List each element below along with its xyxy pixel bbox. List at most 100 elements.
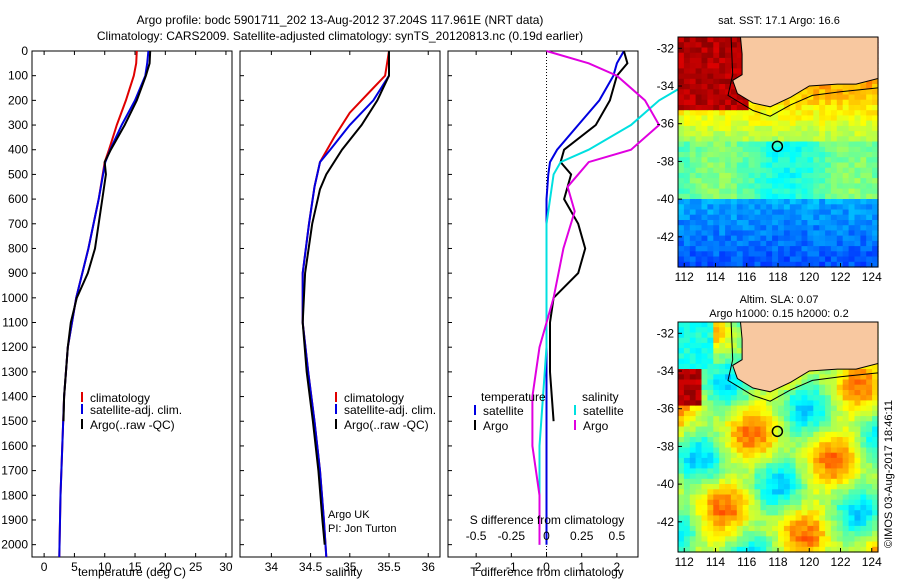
map-cell [825,426,832,433]
map-cell [701,183,708,190]
map-cell [807,251,814,258]
map-cell [719,327,726,333]
map-cell [801,172,808,179]
map-cell [848,546,856,553]
map-cell [760,193,767,200]
map-cell [719,468,726,475]
map-cell [783,494,791,501]
map-cell [719,73,726,80]
map-cell [854,131,861,137]
map-cell [730,405,738,412]
map-cell [713,358,720,365]
map-cell [683,327,691,333]
map-cell [707,225,714,231]
map-cell [736,421,744,428]
map-cell [689,99,697,106]
map-cell [701,463,708,469]
map-cell [836,426,844,433]
map-cell [819,183,826,190]
map-cell [807,421,814,428]
map-cell [848,463,856,469]
map-cell [713,442,720,448]
map-cell [695,421,703,428]
map-cell [795,172,803,179]
map-cell [678,225,685,231]
map-cell [719,452,726,459]
map-cell [689,251,697,258]
map-cell [872,136,879,143]
map-cell [825,431,832,438]
y-tick-label: -36 [657,117,675,131]
map-cell [719,78,726,85]
map-cell [683,520,691,527]
map-cell [813,463,820,469]
map-cell [795,178,803,184]
map-cell [789,431,797,438]
map-cell [760,157,767,163]
map-cell [795,505,803,511]
map-cell [736,541,744,548]
map-cell [830,183,838,190]
map-cell [801,110,808,116]
map-cell [778,531,785,537]
map-cell [860,225,867,231]
map-cell [860,110,867,116]
map-cell [842,463,850,469]
map-cell [713,261,720,268]
map-cell [866,78,873,85]
map-cell [695,57,703,64]
map-cell [813,520,820,527]
map-cell [825,457,832,464]
map-cell [719,473,726,480]
map-cell [836,199,844,205]
map-cell [772,167,779,174]
map-cell [783,400,791,407]
map-cell [825,110,832,116]
map-cell [842,374,850,381]
map-cell [730,84,738,90]
land-mass [732,321,879,393]
map-cell [736,42,744,48]
map-cell [748,152,756,158]
map-cell [689,136,697,143]
map-cell [695,141,703,148]
map-cell [795,240,803,247]
map-cell [695,395,703,401]
map-cell [872,410,879,417]
map-cell [807,193,814,200]
map-cell [836,204,844,211]
temperature-xlabel: temperature (deg C) [78,565,186,579]
map-cell [830,421,838,428]
map-cell [683,437,691,443]
map-cell [730,541,738,548]
map-cell [754,410,761,417]
map-cell [801,120,808,127]
map-cell [742,193,750,200]
map-cell [801,251,808,258]
map-cell [730,37,738,43]
map-cell [713,225,720,231]
map-cell [860,246,867,252]
map-cell [772,261,779,268]
map-cell [760,162,767,169]
map-cell [872,494,879,501]
map-cell [789,515,797,522]
map-cell [819,541,826,548]
map-cell [836,110,844,116]
map-cell [813,256,820,263]
map-cell [689,531,697,537]
map-cell [819,105,826,111]
map-cell [866,369,873,375]
map-cell [783,484,791,490]
map-cell [766,515,773,522]
map-cell [701,531,708,537]
map-cell [766,152,773,158]
map-cell [683,353,691,360]
map-cell [754,478,761,485]
map-cell [713,167,720,174]
x-tick-label: -2 [471,560,482,574]
map-cell [683,199,691,205]
map-cell [854,141,861,148]
map-cell [695,369,703,375]
map-cell [713,183,720,190]
